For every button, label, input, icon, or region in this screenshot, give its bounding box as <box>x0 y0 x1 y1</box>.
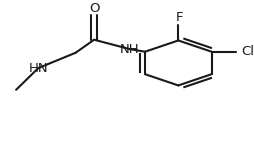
Text: O: O <box>89 2 99 15</box>
Text: NH: NH <box>120 43 140 56</box>
Text: Cl: Cl <box>241 45 254 58</box>
Text: HN: HN <box>28 61 48 75</box>
Text: F: F <box>175 11 183 24</box>
